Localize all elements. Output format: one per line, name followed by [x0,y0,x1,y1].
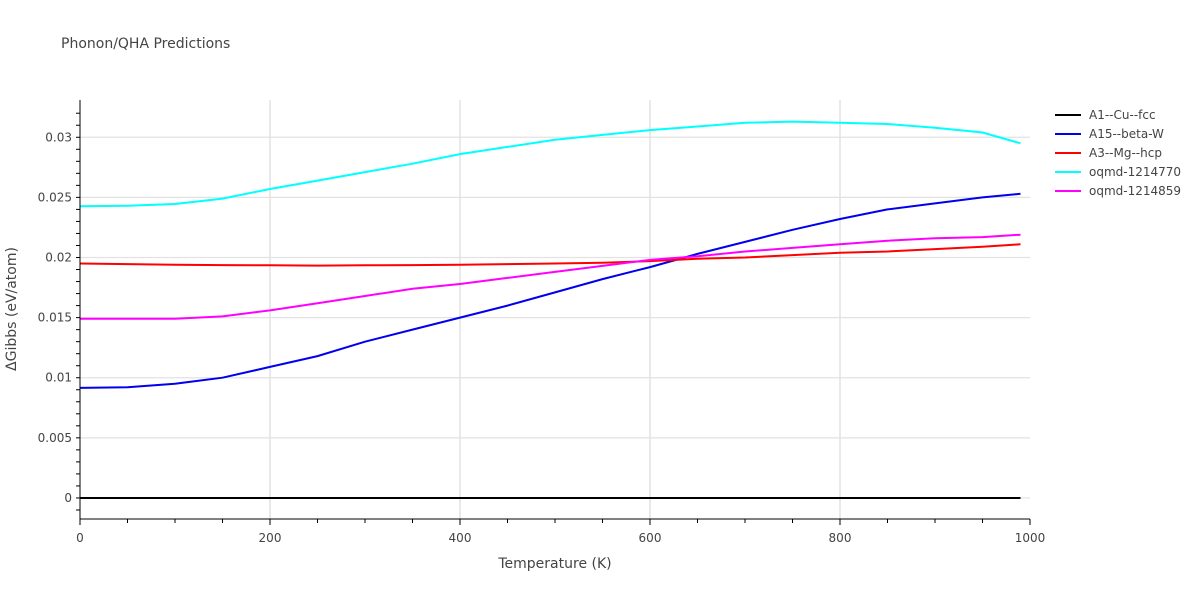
series-line-oqmd-1214859 [80,233,1021,320]
legend-item: A15--beta-W [1089,127,1164,141]
x-tick-label: 600 [639,531,662,545]
x-tick-label: 1000 [1015,531,1046,545]
series-line-A15--beta-W [79,192,1021,389]
y-tick-label: 0.03 [45,130,72,144]
x-axis-label: Temperature (K) [497,556,611,572]
y-axis-label: ΔGibbs (eV/atom) [4,247,20,371]
y-tick-label: 0.02 [45,251,72,265]
x-tick-label: 0 [76,531,84,545]
legend-item: oqmd-1214859 [1089,184,1181,198]
y-tick-label: 0 [64,491,72,505]
y-tick-label: 0.025 [38,190,72,204]
series-line-A3--Mg--hcp [79,243,1021,267]
y-tick-label: 0.01 [45,371,72,385]
chart-title: Phonon/QHA Predictions [61,36,231,52]
legend-item: A1--Cu--fcc [1089,108,1156,122]
x-tick-label: 800 [829,531,852,545]
y-tick-label: 0.015 [38,311,72,325]
y-tick-label: 0.005 [38,431,72,445]
legend-item: A3--Mg--hcp [1089,146,1162,160]
legend-item: oqmd-1214770 [1089,165,1181,179]
x-tick-label: 400 [449,531,472,545]
x-tick-label: 200 [259,531,282,545]
series-line-oqmd-1214770 [79,120,1021,208]
